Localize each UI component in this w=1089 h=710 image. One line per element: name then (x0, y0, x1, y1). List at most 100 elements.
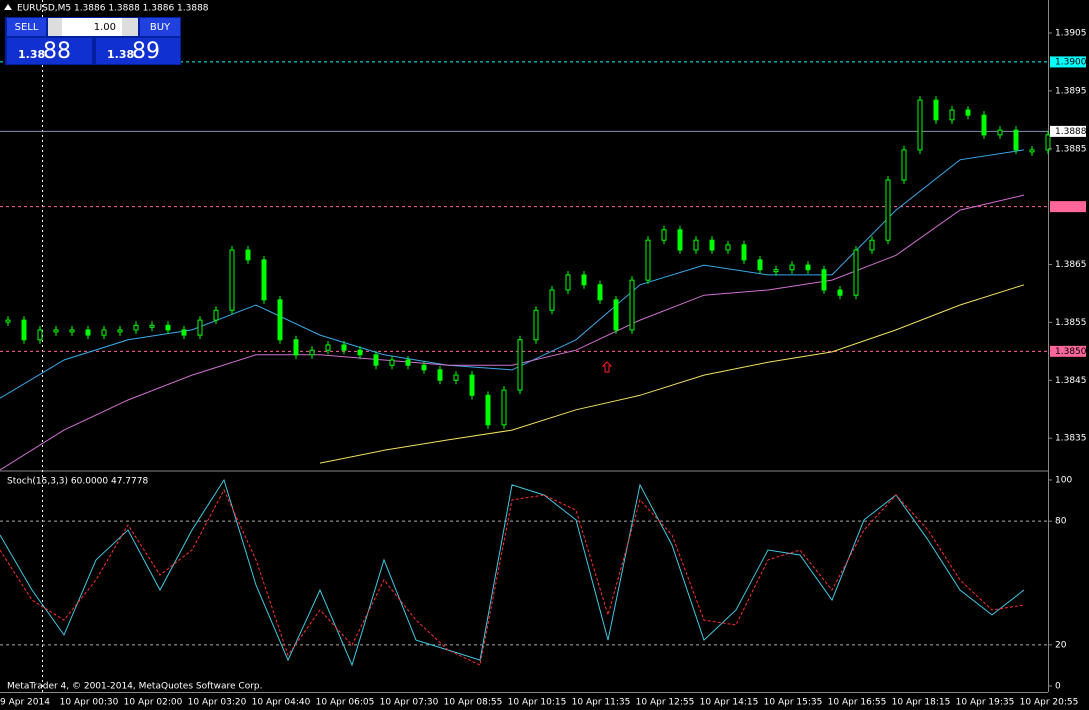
time-label: 10 Apr 16:55 (828, 698, 887, 708)
y-tick-label: 0 (1055, 682, 1061, 692)
time-label: 10 Apr 02:00 (124, 698, 183, 708)
time-label: 10 Apr 04:40 (252, 698, 311, 708)
candle (21, 319, 27, 341)
ask-box[interactable] (96, 38, 180, 64)
candle (677, 229, 683, 251)
buy-label[interactable]: BUY (150, 22, 171, 33)
candle (901, 149, 907, 181)
candle (325, 344, 331, 351)
candle (181, 329, 187, 336)
candle (869, 239, 875, 251)
candle (261, 259, 267, 301)
candle (85, 329, 91, 336)
time-label: 10 Apr 15:35 (764, 698, 823, 708)
candle (501, 389, 507, 426)
level-box (1050, 56, 1086, 68)
candle (917, 99, 923, 151)
level-label: 1.3850 (1055, 347, 1087, 357)
time-label: 10 Apr 10:15 (508, 698, 567, 708)
level-box (1050, 345, 1086, 357)
candle (357, 349, 363, 356)
indicator-title: Stoch(15,3,3) 60.0000 47.7778 (7, 477, 148, 487)
candle (725, 244, 731, 251)
time-label: 10 Apr 11:35 (572, 698, 631, 708)
y-tick-label: 1.3905 (1055, 28, 1087, 38)
sell-label[interactable]: SELL (15, 22, 39, 33)
lots-value[interactable]: 1.00 (94, 22, 116, 33)
candle (629, 279, 635, 331)
candle (37, 329, 43, 341)
candle (661, 229, 667, 241)
candle (101, 329, 107, 336)
candle (197, 319, 203, 336)
candle (1013, 129, 1019, 151)
symbol-line: EURUSD,M5 1.3886 1.3888 1.3886 1.3888 (17, 4, 209, 14)
time-label: 10 Apr 00:30 (60, 698, 119, 708)
candle (405, 359, 411, 366)
candle (69, 329, 75, 333)
candle (981, 114, 987, 136)
time-label: 10 Apr 20:55 (1020, 698, 1079, 708)
candle (389, 359, 395, 366)
moving-average (0, 194, 1025, 471)
time-label: 10 Apr 07:30 (380, 698, 439, 708)
candle (485, 394, 491, 426)
candle (245, 249, 251, 261)
moving-average (0, 149, 1025, 399)
time-label: 10 Apr 03:20 (188, 698, 247, 708)
time-label: 10 Apr 08:55 (444, 698, 503, 708)
y-tick-label: 1.3845 (1055, 376, 1087, 386)
time-label: 10 Apr 12:55 (636, 698, 695, 708)
time-label: 10 Apr 06:05 (316, 698, 375, 708)
copyright: MetaTrader 4, © 2001-2014, MetaQuotes So… (7, 682, 263, 692)
candle (149, 324, 155, 328)
one-click-panel: SELL 1.00 BUY 1.38 88 1.38 89 (5, 17, 181, 65)
candle (933, 99, 939, 121)
candle (517, 339, 523, 391)
candle (741, 244, 747, 261)
candle (997, 129, 1003, 136)
stoch-line (0, 478, 1025, 667)
lots-up[interactable] (122, 18, 138, 36)
candle (789, 264, 795, 271)
bid-box[interactable] (7, 38, 92, 64)
lots-input[interactable] (48, 18, 138, 36)
moving-average (319, 284, 1025, 464)
candle (949, 109, 955, 121)
y-tick-label: 1.3865 (1055, 260, 1087, 270)
bid-big: 1.38 (18, 48, 45, 61)
candle (5, 319, 11, 323)
y-tick-label: 80 (1055, 517, 1067, 527)
menu-triangle[interactable] (4, 4, 12, 10)
candle (53, 329, 59, 333)
bid-box (1050, 125, 1086, 137)
candle (469, 374, 475, 396)
ask-big: 1.38 (107, 48, 134, 61)
buy-button[interactable] (140, 18, 180, 36)
candle (773, 269, 779, 273)
candle (133, 324, 139, 331)
time-label: 9 Apr 2014 (0, 698, 50, 708)
candle (757, 259, 763, 271)
bid-pips: 88 (43, 39, 71, 64)
candle (709, 239, 715, 251)
y-tick-label: 1.3885 (1055, 144, 1087, 154)
candle (533, 309, 539, 341)
candle (597, 284, 603, 301)
candle (565, 274, 571, 291)
lots-down[interactable] (48, 18, 62, 36)
candle (581, 274, 587, 286)
candle (645, 239, 651, 281)
candle (453, 374, 459, 381)
sell-button[interactable] (7, 18, 46, 36)
candle (213, 309, 219, 321)
candle (965, 109, 971, 116)
arrow-icon (601, 361, 613, 373)
candle (229, 249, 235, 311)
ask-pips: 89 (132, 39, 160, 64)
candle (117, 329, 123, 333)
time-label: 10 Apr 18:15 (892, 698, 951, 708)
candle (821, 269, 827, 291)
stoch-line (0, 488, 1025, 666)
